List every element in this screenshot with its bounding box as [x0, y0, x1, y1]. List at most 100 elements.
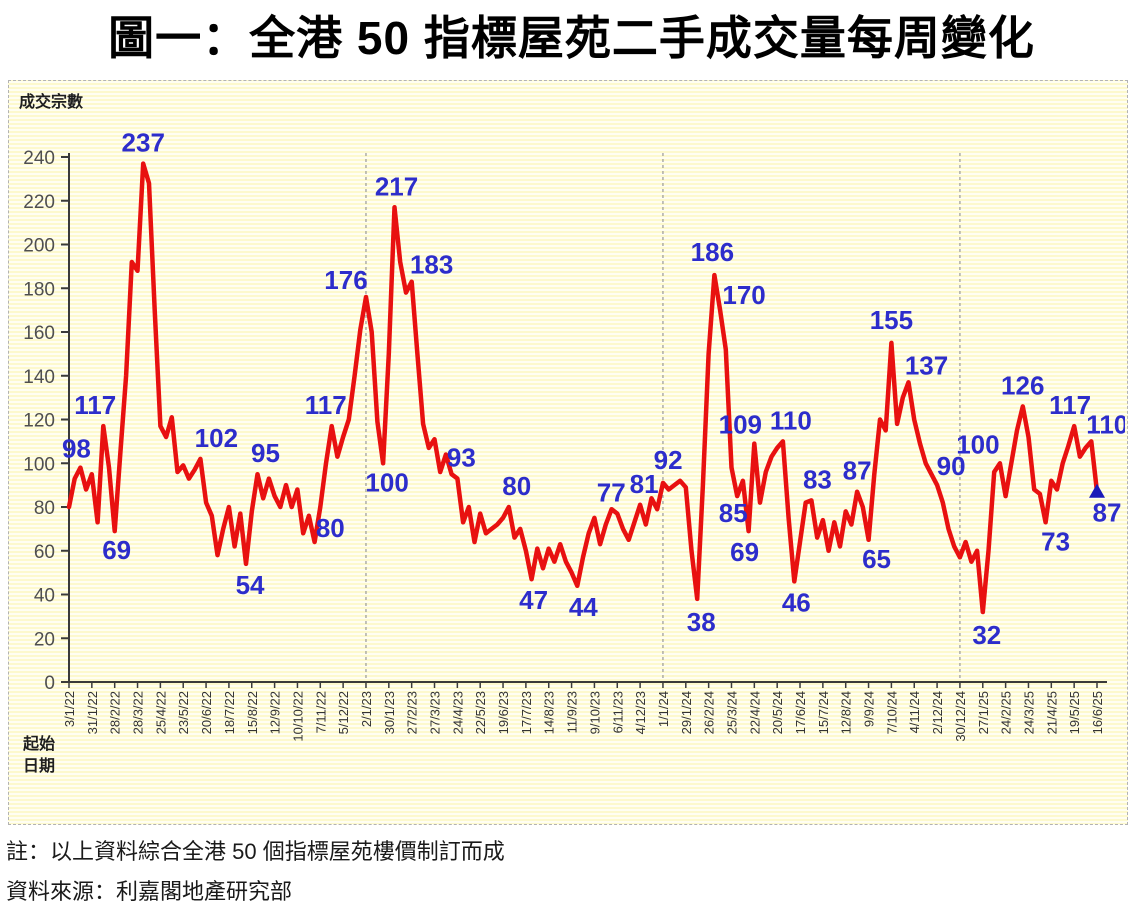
- data-point-label: 237: [122, 128, 165, 158]
- x-tick-label: 3/1/22: [62, 691, 77, 727]
- x-tick-label: 17/6/24: [793, 691, 808, 734]
- x-tick-label: 25/4/22: [153, 691, 168, 734]
- data-point-label: 92: [654, 445, 683, 475]
- x-tick-label: 5/12/22: [336, 691, 351, 734]
- y-tick-label: 20: [34, 629, 55, 650]
- x-tick-label: 2/12/24: [930, 691, 945, 734]
- data-point-label: 46: [782, 587, 811, 617]
- x-tick-label: 24/2/25: [999, 691, 1014, 734]
- x-tick-label: 14/8/23: [542, 691, 557, 734]
- data-point-label: 38: [687, 607, 716, 637]
- data-point-label: 54: [236, 570, 265, 600]
- data-point-label: 137: [905, 350, 948, 380]
- x-tick-label: 1/1/24: [656, 691, 671, 727]
- x-tick-label: 9/10/23: [587, 691, 602, 734]
- data-point-label: 186: [691, 237, 734, 267]
- x-tick-label: 31/1/22: [85, 691, 100, 734]
- x-tick-label: 23/5/22: [176, 691, 191, 734]
- data-point-label: 217: [375, 171, 418, 201]
- data-point-label: 65: [862, 544, 891, 574]
- data-point-label: 77: [597, 478, 626, 508]
- data-point-label: 98: [62, 434, 91, 464]
- note-line: 註：以上資料綜合全港 50 個指標屋苑樓價制訂而成: [6, 839, 505, 864]
- x-tick-label: 29/1/24: [679, 691, 694, 734]
- y-axis-title: 成交宗數: [19, 92, 83, 111]
- x-tick-label: 18/7/22: [222, 691, 237, 734]
- x-tick-label: 9/9/24: [862, 691, 877, 727]
- x-tick-label: 17/7/23: [519, 691, 534, 734]
- transactions-series-line: [66, 161, 1100, 615]
- data-point-label: 126: [1001, 370, 1044, 400]
- x-tick-label: 30/12/24: [953, 691, 968, 742]
- x-tick-label: 24/3/25: [1021, 691, 1036, 734]
- x-tick-label: 16/6/25: [1090, 691, 1105, 734]
- latest-point-triangle-marker: [1089, 483, 1105, 498]
- x-tick-label: 2/1/23: [359, 691, 374, 727]
- data-point-label: 90: [937, 451, 966, 481]
- y-tick-label: 160: [23, 323, 55, 344]
- x-tick-label: 11/9/23: [565, 691, 580, 733]
- data-point-label: 117: [305, 390, 347, 420]
- y-tick-label: 100: [23, 454, 55, 475]
- x-tick-label: 28/2/22: [108, 691, 123, 734]
- x-tick-label: 21/4/25: [1044, 691, 1059, 734]
- data-point-label: 69: [730, 537, 759, 567]
- x-tick-label: 15/7/24: [816, 691, 831, 734]
- x-tick-label: 7/11/22: [313, 691, 328, 733]
- data-point-label: 93: [447, 443, 476, 473]
- chart-panel: 0 20 40 60 80 100 120 140 160 180 200 220 240 3/1/22 3…: [8, 80, 1128, 825]
- data-point-label: 87: [1093, 498, 1122, 528]
- x-tick-label: 15/8/22: [245, 691, 260, 734]
- x-tick-label: 19/5/25: [1067, 691, 1082, 734]
- data-point-label: 102: [195, 423, 238, 453]
- x-tick-label: 26/2/24: [702, 691, 717, 734]
- data-point-label: 32: [972, 620, 1001, 650]
- x-tick-label: 6/11/23: [610, 691, 625, 733]
- y-tick-label: 200: [23, 236, 55, 257]
- x-tick-label: 22/4/24: [747, 691, 762, 734]
- data-point-label: 155: [870, 305, 913, 335]
- data-point-label: 110: [1086, 409, 1125, 439]
- y-tick-label: 0: [44, 673, 55, 694]
- y-tick-label: 60: [34, 542, 55, 563]
- x-tick-label: 4/11/24: [907, 691, 922, 733]
- x-tick-label: 24/4/23: [450, 691, 465, 734]
- y-tick-label: 140: [23, 367, 55, 388]
- data-point-label: 176: [324, 265, 367, 295]
- y-tick-label: 240: [23, 148, 55, 169]
- data-point-label: 117: [1049, 390, 1091, 420]
- x-tick-label: 30/1/23: [382, 691, 397, 734]
- x-tick-label: 20/6/22: [199, 691, 214, 734]
- data-point-label: 110: [770, 405, 812, 435]
- data-point-label: 117: [74, 390, 116, 420]
- data-point-label: 44: [569, 592, 598, 622]
- x-tick-label: 27/2/23: [405, 691, 420, 734]
- x-tick-label: 27/1/25: [976, 691, 991, 734]
- y-tick-label: 220: [23, 192, 55, 213]
- x-axis-title: 起始: [22, 734, 55, 753]
- x-tick-label: 25/3/24: [724, 691, 739, 734]
- footnotes: 註：以上資料綜合全港 50 個指標屋苑樓價制訂而成 資料來源：利嘉閣地產研究部: [6, 832, 1136, 912]
- data-point-label: 47: [519, 585, 548, 615]
- y-tick-label: 180: [23, 279, 55, 300]
- data-point-label: 170: [722, 280, 765, 310]
- x-tick-label: 20/5/24: [770, 691, 785, 734]
- x-tick-label: 22/5/23: [473, 691, 488, 734]
- page-title: 圖一：全港 50 指標屋苑二手成交量每周變化: [108, 12, 1035, 64]
- data-point-label: 83: [803, 464, 832, 494]
- x-axis-title: 日期: [23, 756, 55, 775]
- data-point-label: 80: [502, 471, 531, 501]
- x-tick-label: 12/8/24: [839, 691, 854, 734]
- x-tick-label: 19/6/23: [496, 691, 511, 734]
- y-tick-label: 120: [23, 411, 55, 432]
- x-tick-label: 7/10/24: [884, 691, 899, 734]
- data-point-label: 100: [956, 429, 999, 459]
- x-tick-label: 28/3/22: [131, 691, 146, 734]
- data-point-label: 80: [316, 513, 345, 543]
- source-line: 資料來源：利嘉閣地產研究部: [6, 879, 293, 904]
- data-point-label: 183: [410, 250, 453, 280]
- x-tick-label: 10/10/22: [290, 691, 305, 742]
- weekly-transactions-line-chart: 0 20 40 60 80 100 120 140 160 180 200 220 240 3/1/22 3…: [19, 92, 1125, 775]
- x-tick-label: 4/12/23: [633, 691, 648, 734]
- data-point-label: 81: [630, 469, 659, 499]
